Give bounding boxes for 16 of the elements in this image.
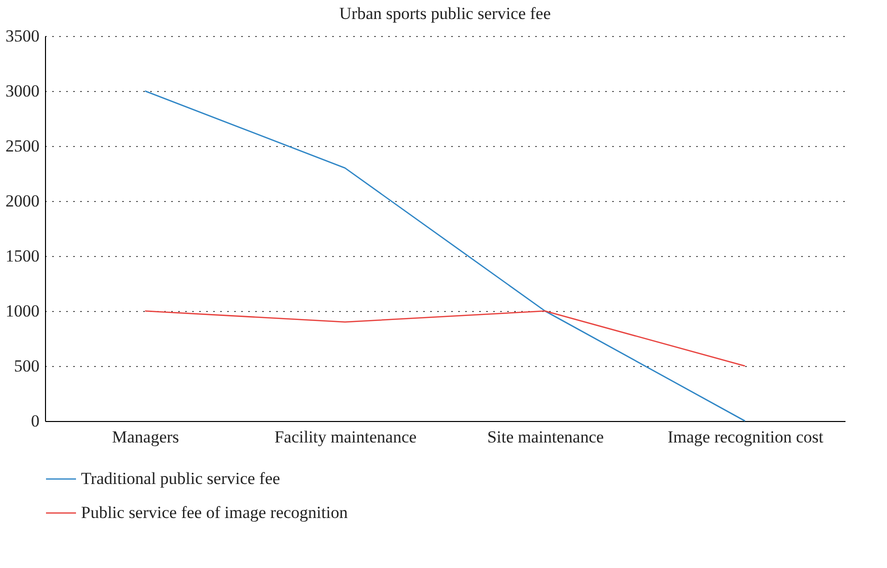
x-tick-label: Site maintenance (487, 428, 604, 446)
y-tick-label: 2000 (6, 192, 40, 210)
y-tick-label: 3000 (6, 82, 40, 100)
y-tick-label: 1000 (6, 302, 40, 320)
x-tick-label: Image recognition cost (668, 428, 824, 446)
y-tick-label: 1500 (6, 246, 40, 266)
y-tick-label: 0 (31, 412, 40, 430)
y-tick-label: 500 (14, 356, 40, 376)
y-tick-label: 2500 (6, 136, 40, 156)
legend-label: Public service fee of image recognition (81, 503, 348, 522)
chart-title: Urban sports public service fee (339, 4, 551, 23)
line-series (144, 90, 746, 422)
x-tick-label: Managers (112, 428, 180, 446)
x-tick-label: Facility maintenance (274, 428, 417, 446)
y-tick-label: 3500 (6, 26, 40, 46)
legend-label: Traditional public service fee (81, 469, 280, 488)
